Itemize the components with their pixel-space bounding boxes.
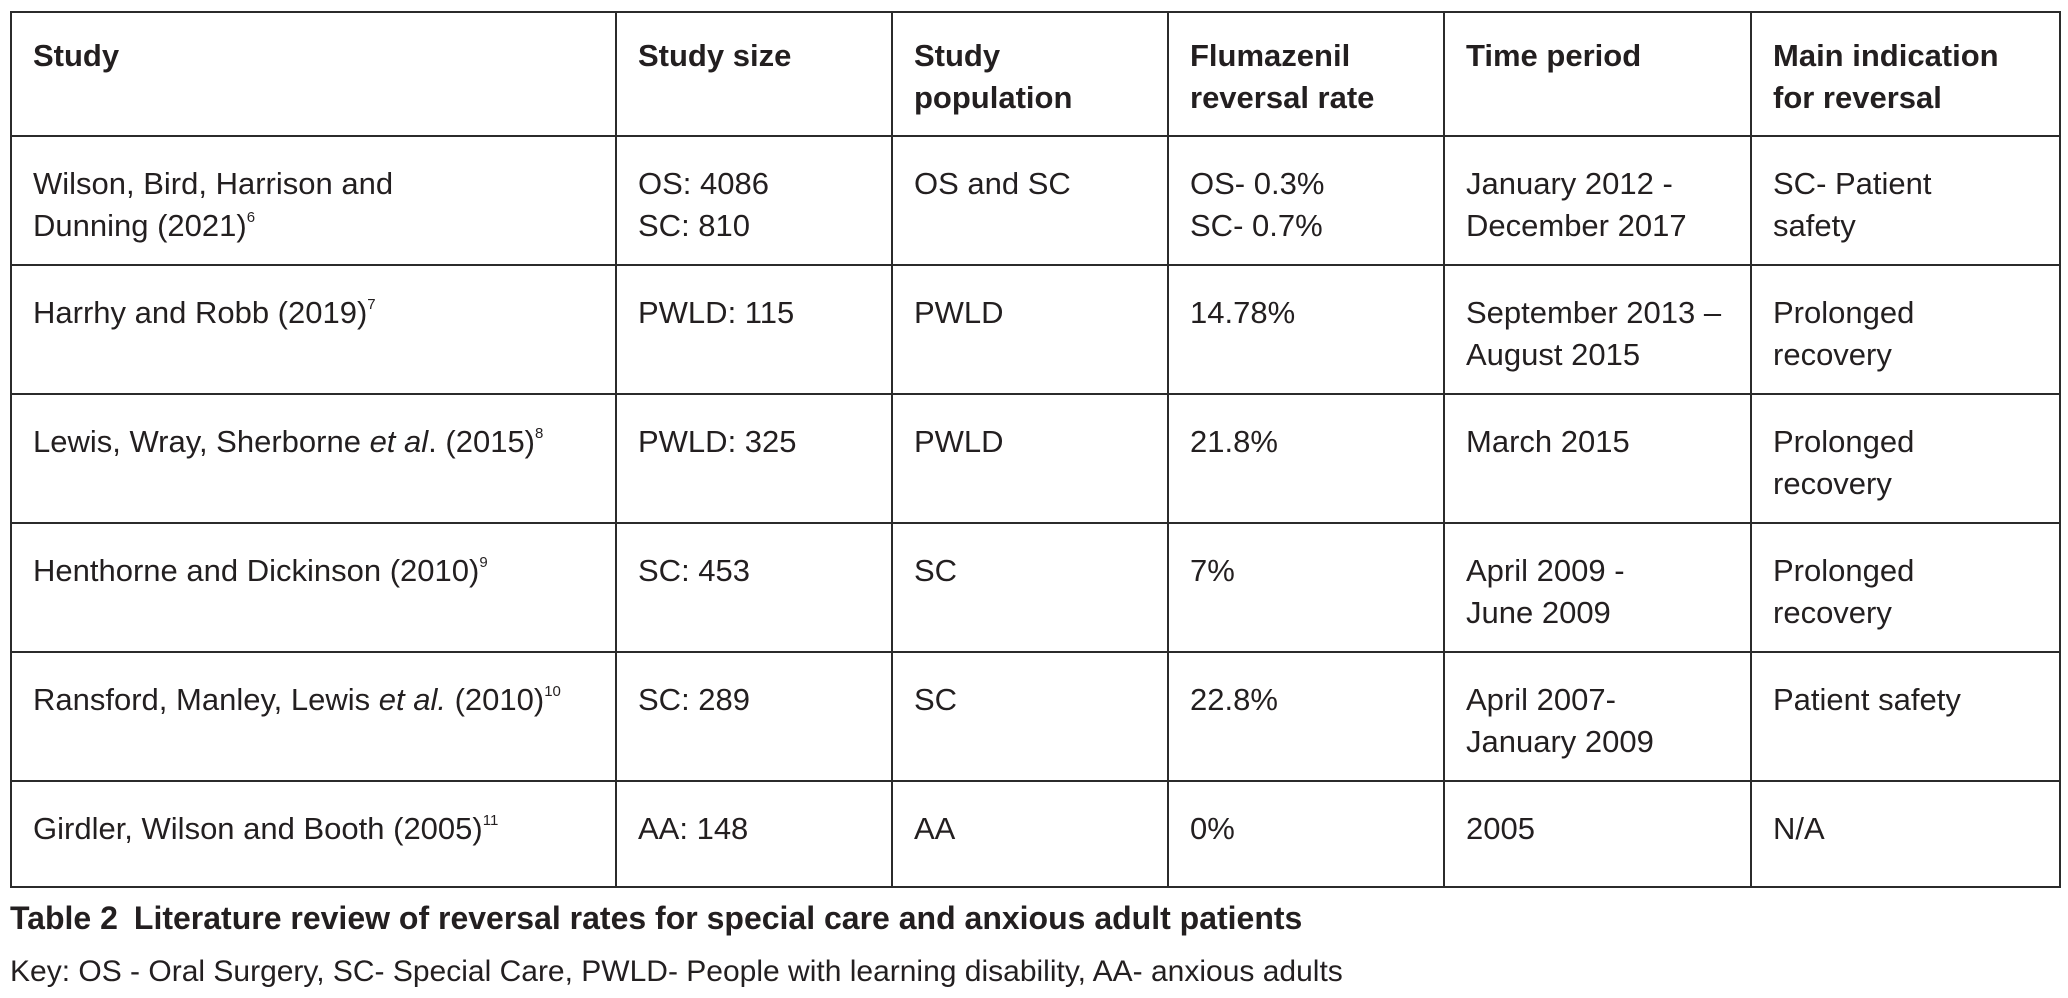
cell-time-period: April 2007- January 2009 (1443, 651, 1752, 782)
cell-study-size: OS: 4086 SC: 810 (615, 135, 893, 266)
cell-study-population: PWLD (891, 393, 1169, 524)
header-main-indication: Main indication for reversal (1750, 11, 2061, 137)
table-row: Wilson, Bird, Harrison and Dunning (2021… (10, 135, 2061, 266)
header-study-size: Study size (615, 11, 893, 137)
header-time-period: Time period (1443, 11, 1752, 137)
cell-main-indication: N/A (1750, 780, 2061, 888)
cell-study-population: SC (891, 651, 1169, 782)
table-row: Harrhy and Robb (2019)7 PWLD: 115 PWLD 1… (10, 264, 2061, 395)
header-row: Study Study size Study population Flumaz… (10, 11, 2061, 137)
reference-superscript: 10 (544, 683, 561, 700)
cell-study: Henthorne and Dickinson (2010)9 (10, 522, 617, 653)
cell-study: Harrhy and Robb (2019)7 (10, 264, 617, 395)
cell-main-indication: SC- Patient safety (1750, 135, 2061, 266)
literature-review-table: Study Study size Study population Flumaz… (10, 11, 2061, 888)
cell-time-period: March 2015 (1443, 393, 1752, 524)
cell-reversal-rate: 7% (1167, 522, 1445, 653)
cell-study-size: AA: 148 (615, 780, 893, 888)
cell-study-population: AA (891, 780, 1169, 888)
cell-time-period: April 2009 - June 2009 (1443, 522, 1752, 653)
table-container: Study Study size Study population Flumaz… (10, 11, 2061, 888)
table-row: Henthorne and Dickinson (2010)9 SC: 453 … (10, 522, 2061, 653)
reference-superscript: 11 (482, 812, 499, 829)
table-number: Table 2 (10, 900, 118, 936)
table-title: Literature review of reversal rates for … (133, 900, 1303, 936)
cell-study: Wilson, Bird, Harrison and Dunning (2021… (10, 135, 617, 266)
table-caption: Table 2 Literature review of reversal rat… (10, 900, 1302, 937)
cell-study-size: PWLD: 115 (615, 264, 893, 395)
table-row: Girdler, Wilson and Booth (2005)11 AA: 1… (10, 780, 2061, 888)
cell-reversal-rate: 22.8% (1167, 651, 1445, 782)
cell-main-indication: Patient safety (1750, 651, 2061, 782)
reference-superscript: 8 (535, 425, 544, 442)
header-study: Study (10, 11, 617, 137)
cell-study-population: OS and SC (891, 135, 1169, 266)
reference-superscript: 7 (367, 296, 376, 313)
table-row: Lewis, Wray, Sherborne et al. (2015)8 PW… (10, 393, 2061, 524)
cell-study-size: SC: 289 (615, 651, 893, 782)
cell-main-indication: Prolonged recovery (1750, 264, 2061, 395)
cell-reversal-rate: 14.78% (1167, 264, 1445, 395)
cell-reversal-rate: OS- 0.3% SC- 0.7% (1167, 135, 1445, 266)
table-key: Key: OS - Oral Surgery, SC- Special Care… (10, 955, 1343, 988)
cell-study: Girdler, Wilson and Booth (2005)11 (10, 780, 617, 888)
cell-study-size: PWLD: 325 (615, 393, 893, 524)
cell-study: Lewis, Wray, Sherborne et al. (2015)8 (10, 393, 617, 524)
cell-main-indication: Prolonged recovery (1750, 522, 2061, 653)
reference-superscript: 6 (246, 209, 256, 226)
header-reversal-rate: Flumazenil reversal rate (1167, 11, 1445, 137)
cell-study-population: PWLD (891, 264, 1169, 395)
cell-time-period: January 2012 - December 2017 (1443, 135, 1752, 266)
cell-reversal-rate: 21.8% (1167, 393, 1445, 524)
cell-study-population: SC (891, 522, 1169, 653)
cell-time-period: 2005 (1443, 780, 1752, 888)
cell-reversal-rate: 0% (1167, 780, 1445, 888)
cell-study: Ransford, Manley, Lewis et al. (2010)10 (10, 651, 617, 782)
cell-study-size: SC: 453 (615, 522, 893, 653)
cell-main-indication: Prolonged recovery (1750, 393, 2061, 524)
cell-time-period: September 2013 – August 2015 (1443, 264, 1752, 395)
reference-superscript: 9 (479, 554, 488, 571)
header-study-population: Study population (891, 11, 1169, 137)
table-row: Ransford, Manley, Lewis et al. (2010)10 … (10, 651, 2061, 782)
